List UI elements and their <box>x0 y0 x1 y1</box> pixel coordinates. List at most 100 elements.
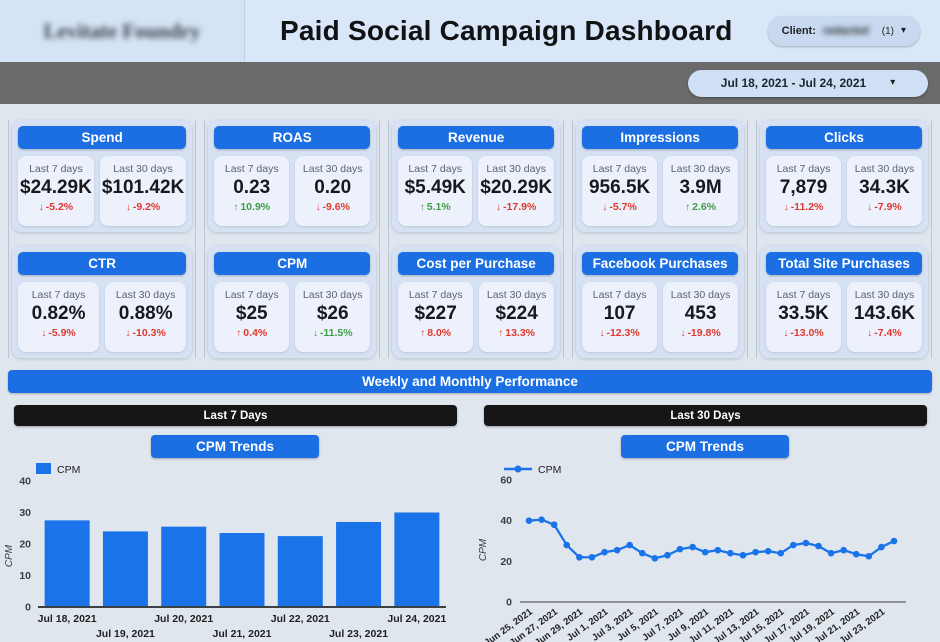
point-Jul 6, 2021[interactable] <box>664 551 671 559</box>
point-Jul 1, 2021[interactable] <box>601 548 608 556</box>
point-Jul 23, 2021[interactable] <box>878 543 885 551</box>
client-filter-dropdown[interactable]: Client: redacted (1) ▾ <box>767 16 920 46</box>
x-tick-label: Jul 23, 2021 <box>329 628 388 640</box>
kpi-value: $25 <box>235 303 268 324</box>
trend-arrow-icon: ↓ <box>867 201 873 213</box>
point-Jun 27, 2021[interactable] <box>550 521 558 529</box>
point-Jul 17, 2021[interactable] <box>802 539 810 547</box>
kpi-subcards: Last 7 days 33.5K ↓ -13.0% Last 30 days 1… <box>766 282 922 352</box>
point-Jun 26, 2021[interactable] <box>538 516 545 523</box>
date-range-dropdown[interactable]: Jul 18, 2021 - Jul 24, 2021 ▾ <box>688 69 928 97</box>
kpi-subcards: Last 7 days $227 ↑ 8.0% Last 30 days $224… <box>398 282 555 352</box>
kpi-subcards: Last 7 days $5.49K ↑ 5.1% Last 30 days $2… <box>398 156 555 226</box>
trend-arrow-icon: ↓ <box>602 201 608 213</box>
date-range-value: Jul 18, 2021 - Jul 24, 2021 <box>720 76 867 90</box>
kpi-delta-percent: -17.9% <box>503 200 537 213</box>
point-Jul 18, 2021[interactable] <box>815 542 822 550</box>
kpi-card-title: Impressions <box>582 126 739 149</box>
bar-Jul 23, 2021[interactable] <box>336 521 382 607</box>
kpi-metric-tile: Last 30 days $20.29K ↓ -17.9% <box>478 156 555 226</box>
point-Jul 22, 2021[interactable] <box>865 552 873 560</box>
point-Jul 9, 2021[interactable] <box>701 548 709 556</box>
point-Jul 7, 2021[interactable] <box>676 545 684 553</box>
bar-Jul 22, 2021[interactable] <box>277 536 323 607</box>
point-Jul 19, 2021[interactable] <box>827 549 835 557</box>
kpi-value: 33.5K <box>778 303 829 324</box>
bar-Jul 19, 2021[interactable] <box>102 531 148 607</box>
kpi-card-title: Facebook Purchases <box>582 252 739 275</box>
kpi-window-label: Last 30 days <box>302 289 363 301</box>
kpi-value: 7,879 <box>779 177 828 198</box>
kpi-card: Cost per Purchase Last 7 days $227 ↑ 8.0%… <box>392 246 561 358</box>
point-Jul 11, 2021[interactable] <box>727 549 734 557</box>
kpi-delta: ↑ 5.1% <box>400 201 470 213</box>
kpi-card: Revenue Last 7 days $5.49K ↑ 5.1% Last 30… <box>392 120 561 232</box>
point-Jun 25, 2021[interactable] <box>525 517 533 524</box>
kpi-subcards: Last 7 days $24.29K ↓ -5.2% Last 30 days … <box>18 156 187 226</box>
charts-area: Last 7 Days CPM Trends CPM 0 10 20 30 40 CPM Ju… <box>0 393 940 642</box>
trend-arrow-icon: ↑ <box>420 327 426 339</box>
point-Jul 21, 2021[interactable] <box>852 550 860 558</box>
trend-arrow-icon: ↑ <box>236 327 242 339</box>
point-Jul 24, 2021[interactable] <box>890 537 898 545</box>
cpm-trends-button-7days[interactable]: CPM Trends <box>151 435 319 458</box>
kpi-metric-tile: Last 7 days $24.29K ↓ -5.2% <box>18 156 94 226</box>
kpi-column: Spend Last 7 days $24.29K ↓ -5.2% Last 30… <box>8 120 197 358</box>
kpi-column: ROAS Last 7 days 0.23 ↑ 10.9% Last 30 day… <box>204 120 381 358</box>
point-Jul 14, 2021[interactable] <box>764 547 772 555</box>
kpi-subcards: Last 7 days $25 ↑ 0.4% Last 30 days $26 ↓… <box>214 282 371 352</box>
legend-label: CPM <box>538 464 561 476</box>
point-Jul 8, 2021[interactable] <box>689 543 696 551</box>
kpi-card: Facebook Purchases Last 7 days 107 ↓ -12.… <box>576 246 745 358</box>
point-Jul 10, 2021[interactable] <box>714 546 722 554</box>
kpi-card-title: Clicks <box>766 126 922 149</box>
trend-arrow-icon: ↓ <box>41 327 47 339</box>
kpi-value: $20.29K <box>480 177 553 198</box>
bar-Jul 18, 2021[interactable] <box>44 520 90 607</box>
kpi-delta: ↓ -5.2% <box>20 201 92 213</box>
point-Jul 3, 2021[interactable] <box>626 541 633 549</box>
x-tick-label: Jul 19, 2021 <box>96 628 155 640</box>
kpi-delta-percent: 0.4% <box>243 326 268 339</box>
point-Jul 5, 2021[interactable] <box>651 554 659 562</box>
trend-arrow-icon: ↑ <box>498 327 504 339</box>
cpm-trends-button-30days[interactable]: CPM Trends <box>621 435 789 458</box>
point-Jun 29, 2021[interactable] <box>576 553 583 561</box>
point-Jul 12, 2021[interactable] <box>739 551 747 559</box>
bar-Jul 24, 2021[interactable] <box>394 512 440 608</box>
kpi-delta: ↓ -9.6% <box>297 201 368 213</box>
point-Jul 13, 2021[interactable] <box>752 548 759 556</box>
company-logo: Levitate Foundry <box>43 18 201 43</box>
point-Jun 30, 2021[interactable] <box>588 553 596 561</box>
kpi-metric-tile: Last 7 days $5.49K ↑ 5.1% <box>398 156 473 226</box>
kpi-card-title: Spend <box>18 126 187 149</box>
point-Jul 20, 2021[interactable] <box>840 546 847 554</box>
point-Jul 4, 2021[interactable] <box>638 549 646 557</box>
kpi-card: Impressions Last 7 days 956.5K ↓ -5.7% La… <box>576 120 745 232</box>
point-Jul 16, 2021[interactable] <box>790 541 797 549</box>
kpi-delta: ↑ 2.6% <box>665 201 736 213</box>
kpi-metric-tile: Last 7 days $25 ↑ 0.4% <box>214 282 290 352</box>
kpi-window-label: Last 7 days <box>224 289 279 301</box>
bar-Jul 21, 2021[interactable] <box>219 532 265 607</box>
bar-Jul 20, 2021[interactable] <box>161 526 207 607</box>
kpi-metric-tile: Last 7 days 33.5K ↓ -13.0% <box>766 282 842 352</box>
kpi-value: 0.82% <box>31 303 86 324</box>
y-tick-label: 60 <box>500 475 512 487</box>
kpi-window-label: Last 30 days <box>115 289 176 301</box>
kpi-metric-tile: Last 30 days 453 ↓ -19.8% <box>663 282 739 352</box>
point-Jul 15, 2021[interactable] <box>777 549 785 557</box>
kpi-delta-percent: -10.3% <box>132 326 166 339</box>
kpi-value: $101.42K <box>101 177 185 198</box>
point-Jun 28, 2021[interactable] <box>563 541 571 549</box>
kpi-metric-tile: Last 7 days 0.82% ↓ -5.9% <box>18 282 100 352</box>
kpi-card-title: CPM <box>214 252 371 275</box>
kpi-delta-percent: 2.6% <box>692 200 717 213</box>
kpi-card: CTR Last 7 days 0.82% ↓ -5.9% Last 30 day… <box>12 246 193 358</box>
logo-panel: Levitate Foundry <box>0 0 245 62</box>
kpi-value: $224 <box>495 303 538 324</box>
point-Jul 2, 2021[interactable] <box>613 546 621 554</box>
cpm-bar-chart[interactable]: CPM 0 10 20 30 40 CPM Jul 18, 2021 Jul 19, 2021 J… <box>0 460 468 642</box>
kpi-window-label: Last 7 days <box>224 163 279 175</box>
